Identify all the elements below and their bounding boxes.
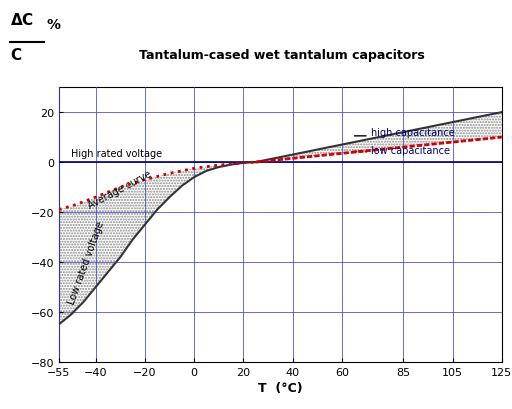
Text: High rated voltage: High rated voltage: [71, 149, 162, 159]
Text: $\bf{C}$: $\bf{C}$: [10, 47, 23, 63]
X-axis label: T  (°C): T (°C): [258, 381, 303, 394]
Text: Tantalum-cased wet tantalum capacitors: Tantalum-cased wet tantalum capacitors: [139, 49, 424, 62]
Text: low capacitance: low capacitance: [371, 145, 451, 155]
Text: Average curve: Average curve: [86, 169, 153, 211]
Text: high capacitance: high capacitance: [371, 128, 455, 138]
Text: $\bf{\Delta}$$\bf{C}$: $\bf{\Delta}$$\bf{C}$: [10, 12, 34, 28]
Text: $\bf{\%}$: $\bf{\%}$: [46, 18, 61, 32]
Text: Low rated voltage: Low rated voltage: [66, 219, 105, 305]
